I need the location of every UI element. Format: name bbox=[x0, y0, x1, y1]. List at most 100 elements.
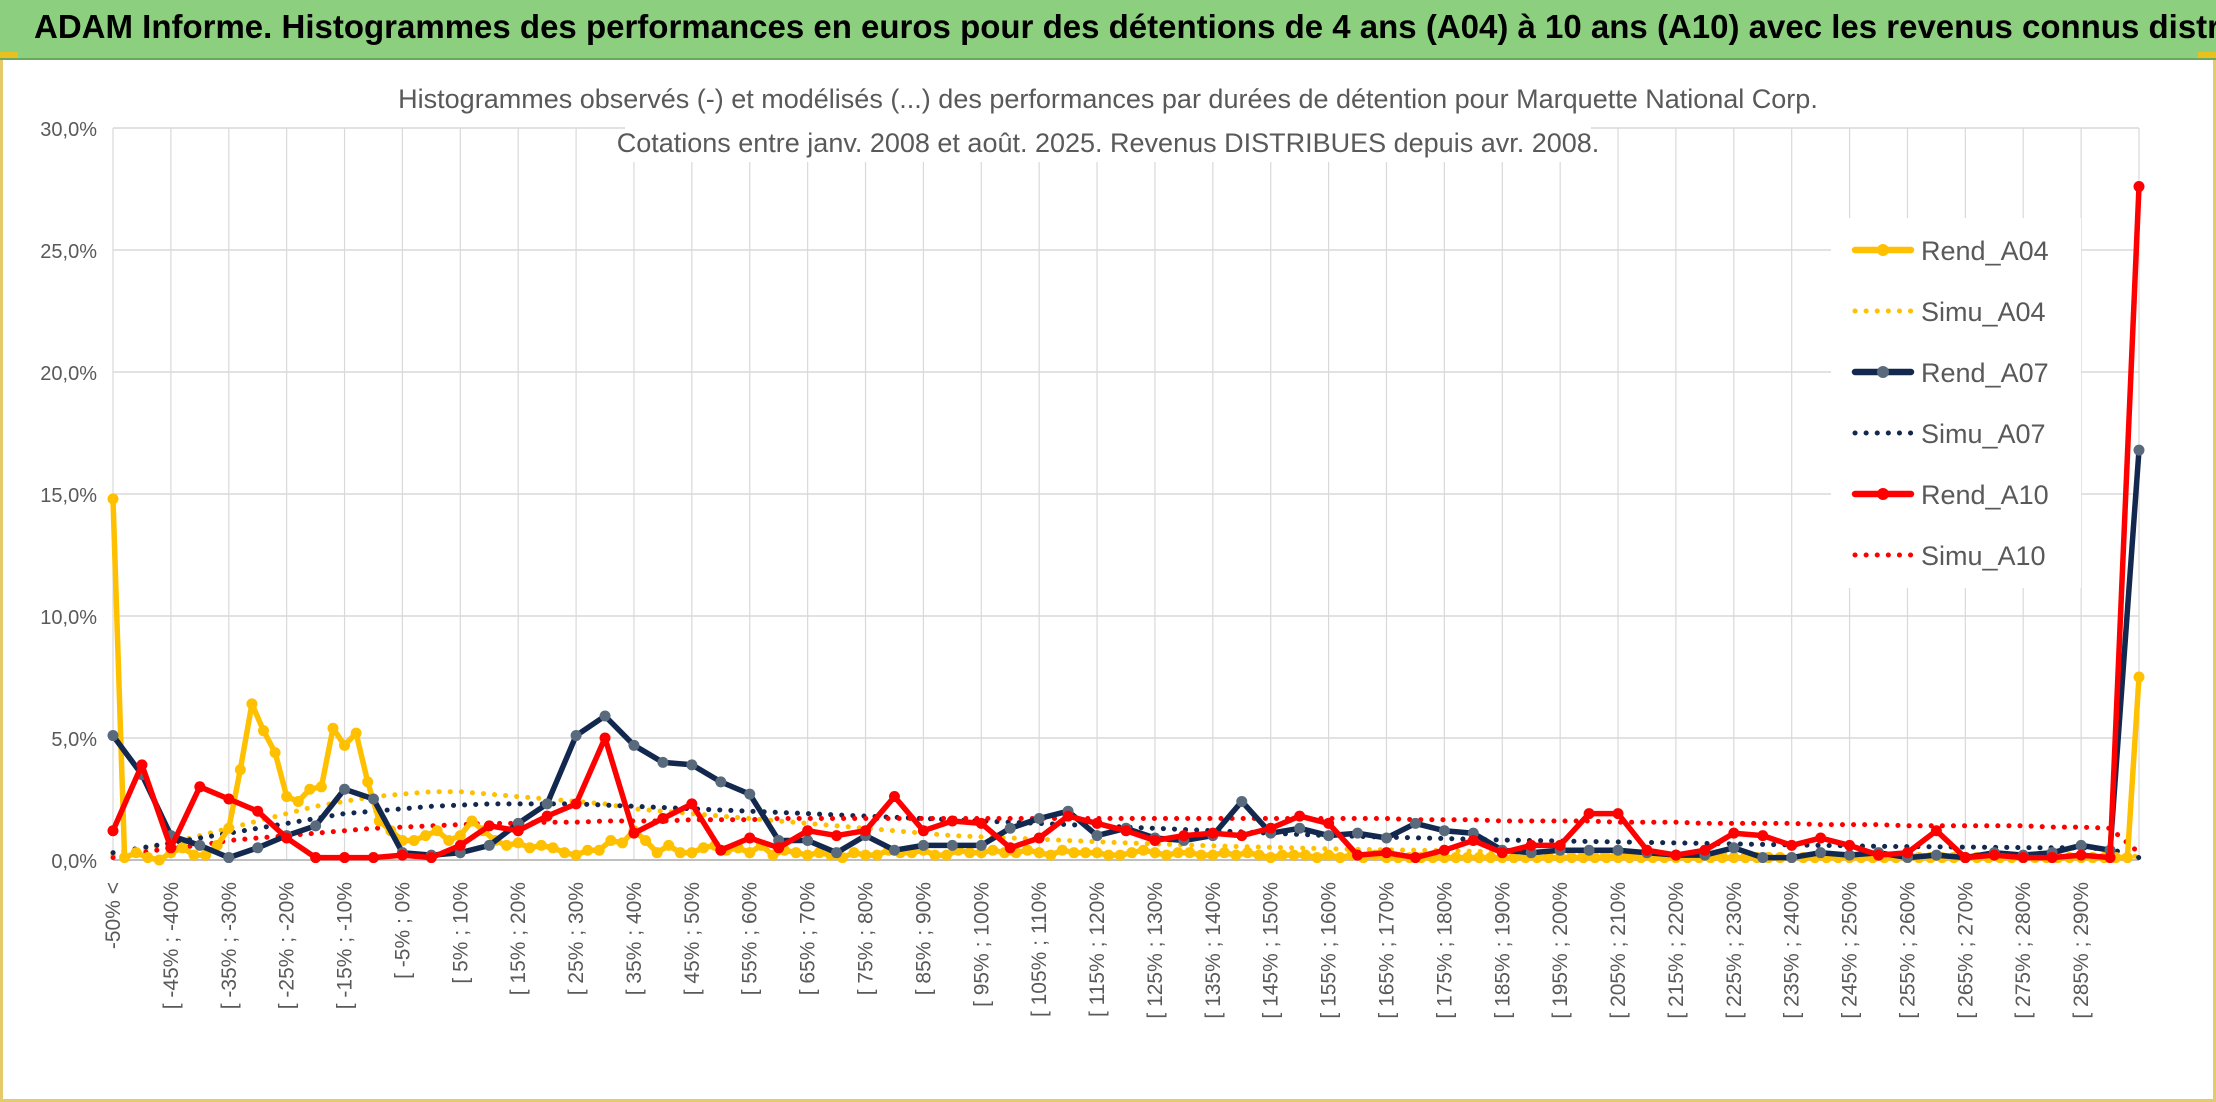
data-point-Rend_A10 bbox=[1901, 847, 1913, 859]
data-point-Rend_A04 bbox=[744, 847, 756, 859]
data-point-Rend_A07 bbox=[1438, 825, 1450, 837]
data-point-Rend_A04 bbox=[2121, 852, 2133, 864]
data-point-Rend_A04 bbox=[130, 847, 142, 859]
data-point-Rend_A04 bbox=[582, 844, 594, 856]
data-point-Rend_A07 bbox=[744, 788, 756, 800]
data-point-Rend_A10 bbox=[1815, 832, 1827, 844]
x-tick-label: [ 225% ; 230% bbox=[1723, 882, 1746, 1019]
data-point-Rend_A10 bbox=[715, 844, 727, 856]
data-point-Rend_A07 bbox=[1294, 822, 1306, 834]
data-point-Rend_A07 bbox=[1583, 844, 1595, 856]
data-point-Rend_A04 bbox=[929, 849, 941, 861]
data-point-Rend_A07 bbox=[194, 839, 206, 851]
y-tick-label: 30,0% bbox=[40, 119, 97, 141]
data-point-Rend_A10 bbox=[1467, 834, 1479, 846]
data-point-Rend_A10 bbox=[773, 842, 785, 854]
data-point-Rend_A10 bbox=[744, 832, 756, 844]
data-point-Rend_A10 bbox=[2046, 852, 2058, 864]
legend-label-Rend_A10: Rend_A10 bbox=[1921, 480, 2049, 510]
data-point-Rend_A04 bbox=[1045, 849, 1057, 861]
data-point-Rend_A04 bbox=[871, 849, 883, 861]
data-point-Rend_A04 bbox=[142, 852, 154, 864]
y-axis: 0,0% 5,0% 10,0% 15,0% 20,0% 25,0% 30,0% bbox=[40, 119, 97, 873]
data-point-Rend_A04 bbox=[1450, 852, 1462, 864]
data-point-Rend_A07 bbox=[1236, 795, 1248, 807]
x-tick-label: [ 35% ; 40% bbox=[623, 882, 646, 995]
data-point-Rend_A07 bbox=[1004, 822, 1016, 834]
data-point-Rend_A04 bbox=[1600, 852, 1612, 864]
data-point-Rend_A10 bbox=[1844, 839, 1856, 851]
data-point-Rend_A10 bbox=[1757, 830, 1769, 842]
data-point-Rend_A04 bbox=[1126, 847, 1138, 859]
x-tick-label: [ 5% ; 10% bbox=[449, 882, 472, 984]
legend-background bbox=[1831, 218, 2081, 588]
data-point-Rend_A07 bbox=[252, 842, 264, 854]
data-point-Rend_A04 bbox=[1137, 844, 1149, 856]
data-point-Rend_A10 bbox=[2104, 852, 2116, 864]
data-point-Rend_A04 bbox=[813, 847, 825, 859]
data-point-Rend_A10 bbox=[686, 798, 698, 810]
data-point-Rend_A10 bbox=[1033, 832, 1045, 844]
data-point-Rend_A07 bbox=[1409, 817, 1421, 829]
title-background bbox=[393, 78, 1823, 118]
data-point-Rend_A07 bbox=[917, 839, 929, 851]
y-tick-label: 15,0% bbox=[40, 485, 97, 507]
x-tick-label: [ 85% ; 90% bbox=[912, 882, 935, 995]
data-point-Rend_A04 bbox=[1056, 844, 1068, 856]
data-point-Rend_A04 bbox=[640, 834, 652, 846]
data-point-Rend_A10 bbox=[454, 839, 466, 851]
data-point-Rend_A10 bbox=[2017, 852, 2029, 864]
data-point-Rend_A04 bbox=[686, 847, 698, 859]
data-point-Rend_A10 bbox=[599, 732, 611, 744]
data-point-Rend_A04 bbox=[559, 847, 571, 859]
data-point-Rend_A04 bbox=[1485, 852, 1497, 864]
data-point-Rend_A04 bbox=[802, 849, 814, 861]
legend-label-Rend_A07: Rend_A07 bbox=[1921, 358, 2049, 388]
x-tick-label: [ 195% ; 200% bbox=[1549, 882, 1572, 1019]
data-point-Rend_A10 bbox=[1265, 822, 1277, 834]
x-tick-label: [ 165% ; 170% bbox=[1375, 882, 1398, 1019]
data-point-Rend_A07 bbox=[1612, 844, 1624, 856]
data-point-Rend_A04 bbox=[327, 722, 339, 734]
data-point-Rend_A07 bbox=[2075, 839, 2087, 851]
data-point-Rend_A04 bbox=[292, 795, 304, 807]
data-point-Rend_A04 bbox=[1230, 849, 1242, 861]
data-point-Rend_A04 bbox=[1114, 849, 1126, 861]
y-tick-label: 10,0% bbox=[40, 607, 97, 629]
legend-label-Simu_A07: Simu_A07 bbox=[1921, 419, 2046, 449]
x-tick-label: [ 255% ; 260% bbox=[1896, 882, 1919, 1019]
data-point-Rend_A10 bbox=[1612, 808, 1624, 820]
x-tick-label: [ 205% ; 210% bbox=[1607, 882, 1630, 1019]
legend-marker-Rend_A07 bbox=[1877, 366, 1889, 378]
data-point-Rend_A10 bbox=[339, 852, 351, 864]
y-tick-label: 0,0% bbox=[51, 851, 97, 873]
data-point-Rend_A04 bbox=[663, 839, 675, 851]
data-point-Rend_A10 bbox=[657, 813, 669, 825]
legend-label-Simu_A10: Simu_A10 bbox=[1921, 541, 2046, 571]
data-point-Rend_A10 bbox=[1294, 810, 1306, 822]
data-point-Rend_A10 bbox=[1930, 825, 1942, 837]
data-point-Rend_A10 bbox=[107, 825, 119, 837]
data-point-Rend_A10 bbox=[1352, 849, 1364, 861]
data-point-Rend_A04 bbox=[1242, 847, 1254, 859]
data-point-Rend_A10 bbox=[860, 825, 872, 837]
data-point-Rend_A10 bbox=[802, 825, 814, 837]
data-point-Rend_A07 bbox=[1323, 830, 1335, 842]
data-point-Rend_A10 bbox=[367, 852, 379, 864]
chart-title-line: Histogrammes observés (-) et modélisés (… bbox=[398, 84, 1818, 114]
x-tick-label: [ 75% ; 80% bbox=[855, 882, 878, 995]
data-point-Rend_A07 bbox=[1815, 847, 1827, 859]
data-point-Rend_A10 bbox=[1236, 830, 1248, 842]
data-point-Rend_A10 bbox=[831, 830, 843, 842]
grid-layer bbox=[112, 127, 2140, 861]
data-point-Rend_A07 bbox=[628, 739, 640, 751]
data-point-Rend_A10 bbox=[1149, 834, 1161, 846]
data-point-Rend_A10 bbox=[888, 791, 900, 803]
data-point-Rend_A10 bbox=[2133, 181, 2145, 193]
chart-legend: Rend_A04 Simu_A04 Rend_A07 Simu_A07 Rend_A10… bbox=[1831, 218, 2081, 588]
data-point-Rend_A10 bbox=[1554, 839, 1566, 851]
data-point-Rend_A04 bbox=[1172, 847, 1184, 859]
data-point-Rend_A10 bbox=[2075, 849, 2087, 861]
corner-accent-right bbox=[2198, 52, 2216, 58]
data-point-Rend_A10 bbox=[425, 852, 437, 864]
